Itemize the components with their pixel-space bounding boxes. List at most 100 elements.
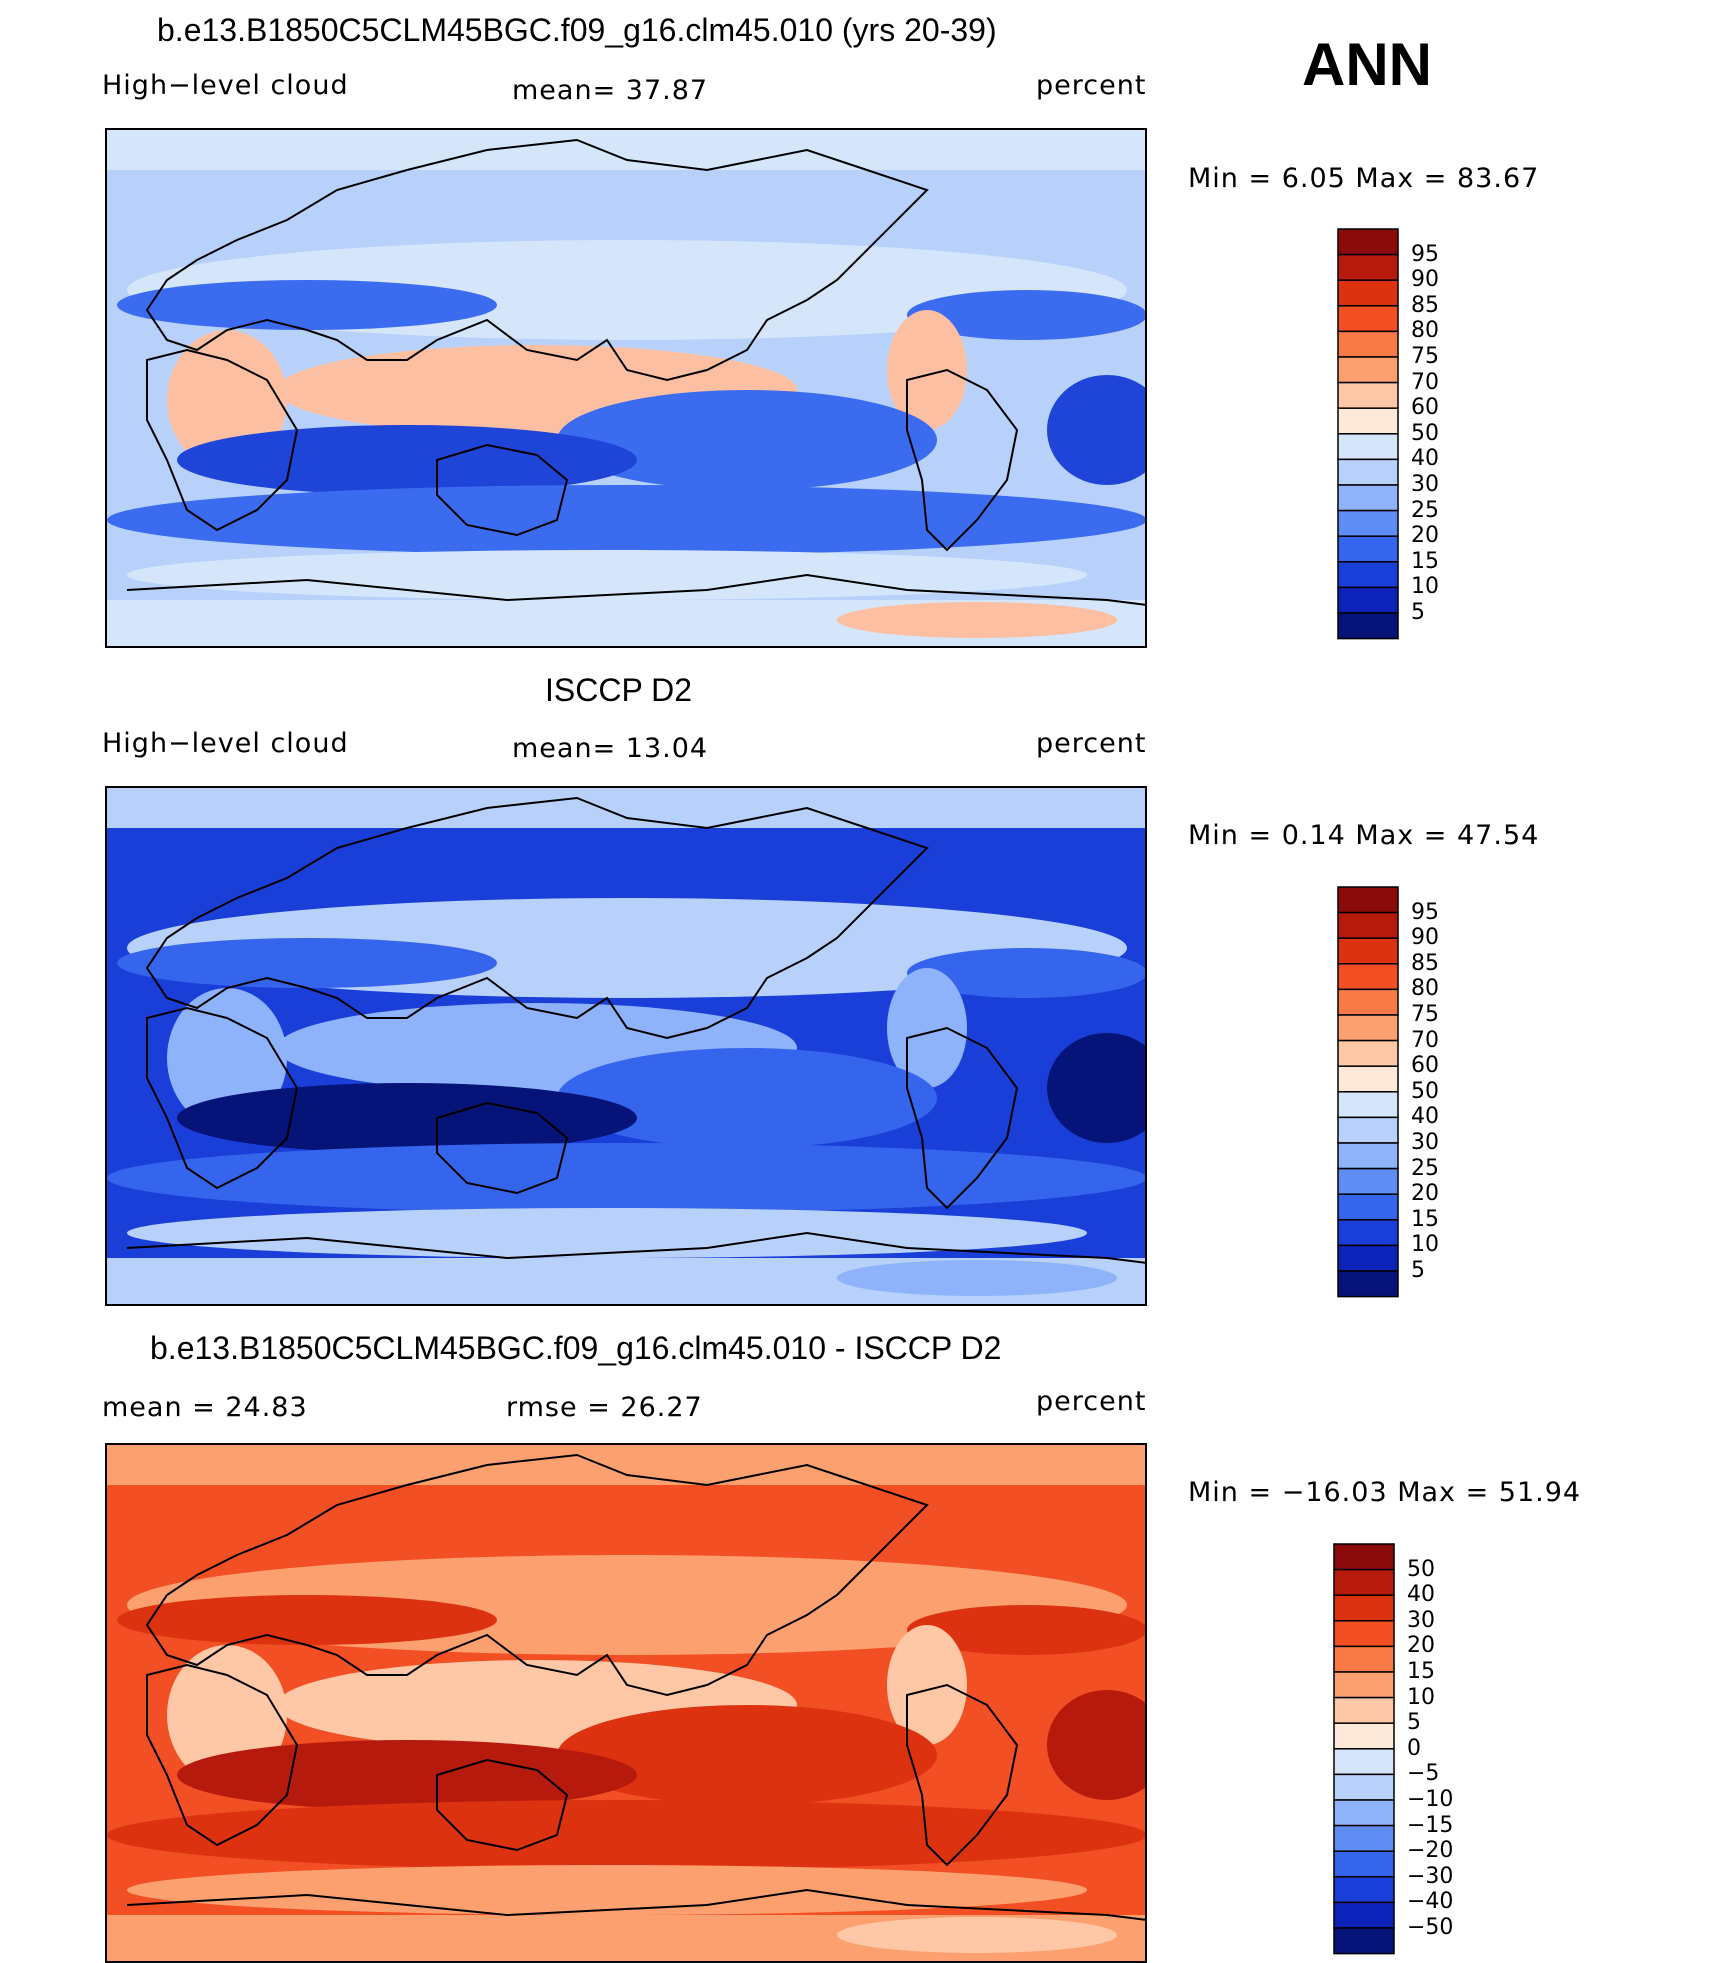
colorbar-tick-label: 40	[1407, 1582, 1435, 1608]
colorbar-swatch	[1333, 1620, 1395, 1648]
colorbar-tick-label: 30	[1411, 472, 1439, 497]
panel-3-rmse-label: rmse = 26.27	[506, 1392, 703, 1423]
field-highlight	[837, 602, 1117, 638]
colorbar-swatch	[1333, 1645, 1395, 1673]
field-band	[117, 280, 497, 330]
colorbar-tick-label: 40	[1411, 1104, 1439, 1130]
colorbar-swatch	[1337, 407, 1399, 435]
colorbar-swatch	[1337, 1039, 1399, 1067]
colorbar-swatch	[1337, 1065, 1399, 1093]
colorbar-swatch	[1337, 1270, 1399, 1298]
colorbar-swatch	[1333, 1696, 1395, 1724]
colorbar-swatch	[1333, 1722, 1395, 1750]
field-band	[107, 1800, 1145, 1870]
colorbar-tick-label: 15	[1407, 1659, 1435, 1684]
colorbar-swatch	[1337, 612, 1399, 640]
field-band	[117, 1595, 497, 1645]
panel-1-map	[105, 128, 1147, 648]
colorbar-swatch	[1333, 1850, 1395, 1878]
colorbar-swatch	[1337, 911, 1399, 939]
colorbar-tick-label: −10	[1407, 1787, 1454, 1812]
field-deep	[1047, 375, 1145, 485]
colorbar-tick-label: 95	[1411, 241, 1439, 267]
colorbar-swatch	[1337, 1193, 1399, 1221]
panel-2-mean-label: mean= 13.04	[512, 733, 709, 764]
colorbar-tick-label: 10	[1411, 574, 1439, 600]
panel-3-title: b.e13.B1850C5CLM45BGC.f09_g16.clm45.010 …	[150, 1330, 1002, 1366]
colorbar-swatch	[1333, 1799, 1395, 1827]
colorbar-swatch	[1337, 1167, 1399, 1195]
colorbar-tick-label: 20	[1411, 1181, 1439, 1207]
colorbar-swatch	[1337, 305, 1399, 333]
field-band	[107, 1445, 1145, 1485]
field-deep	[1047, 1690, 1145, 1800]
field-band	[907, 948, 1145, 998]
colorbar-swatch	[1333, 1773, 1395, 1801]
colorbar-tick-label: −30	[1407, 1863, 1454, 1889]
colorbar-tick-label: −20	[1407, 1838, 1454, 1864]
colorbar-swatch	[1337, 458, 1399, 486]
colorbar-swatch	[1337, 1244, 1399, 1272]
coastline	[436, 1101, 569, 1195]
coastline	[436, 1758, 569, 1852]
panel-1-mean-label: mean= 37.87	[512, 75, 709, 106]
colorbar-swatch	[1337, 356, 1399, 384]
colorbar-tick-label: 85	[1411, 950, 1439, 976]
colorbar-tick-label: 50	[1411, 420, 1439, 446]
colorbar-tick-label: 50	[1411, 1078, 1439, 1104]
panel-3-mean-label: mean = 24.83	[102, 1392, 308, 1423]
colorbar-swatch	[1333, 1568, 1395, 1596]
colorbar-tick-label: 60	[1411, 1053, 1439, 1079]
field-highlight	[837, 1917, 1117, 1953]
colorbar-tick-label: 80	[1411, 976, 1439, 1002]
colorbar-swatch	[1337, 1142, 1399, 1170]
field-band	[107, 485, 1145, 555]
colorbar-tick-label: 0	[1407, 1735, 1421, 1761]
colorbar-swatch	[1337, 279, 1399, 307]
field-band	[127, 1865, 1087, 1915]
colorbar-tick-label: 40	[1411, 446, 1439, 472]
colorbar-tick-label: −15	[1407, 1812, 1454, 1838]
colorbar-tick-label: 60	[1411, 395, 1439, 421]
colorbar-tick-label: 5	[1411, 600, 1425, 625]
panel-1-minmax: Min = 6.05 Max = 83.67	[1188, 163, 1540, 194]
coastline	[906, 1026, 1019, 1210]
season-label: ANN	[1302, 31, 1432, 98]
colorbar-swatch	[1333, 1876, 1395, 1904]
colorbar-tick-label: 5	[1407, 1710, 1421, 1736]
panel-2-minmax: Min = 0.14 Max = 47.54	[1188, 820, 1540, 851]
colorbar-swatch	[1333, 1594, 1395, 1622]
colorbar-swatch	[1337, 228, 1399, 256]
colorbar-swatch	[1333, 1824, 1395, 1852]
colorbar-tick-label: −40	[1407, 1889, 1454, 1915]
colorbar-tick-label: 10	[1407, 1684, 1435, 1710]
colorbar-tick-label: 15	[1411, 1206, 1439, 1232]
colorbar-tick-label: 15	[1411, 548, 1439, 574]
coastline	[906, 1683, 1019, 1867]
coastline	[145, 796, 929, 1040]
field-band	[107, 130, 1145, 170]
panel-3-units-label: percent	[1036, 1386, 1147, 1417]
colorbar-swatch	[1337, 937, 1399, 965]
coastline	[146, 1006, 299, 1190]
field-band	[907, 290, 1145, 340]
field-band	[127, 1208, 1087, 1258]
colorbar-swatch	[1337, 509, 1399, 537]
colorbar-swatch	[1337, 886, 1399, 914]
colorbar-tick-label: 30	[1411, 1130, 1439, 1155]
coastline	[145, 1453, 929, 1697]
colorbar-tick-label: −50	[1407, 1915, 1454, 1940]
panel-2-units-label: percent	[1036, 728, 1147, 759]
field-deep	[177, 1740, 637, 1810]
colorbar-tick-label: 75	[1411, 344, 1439, 369]
colorbar-tick-label: 70	[1411, 369, 1439, 395]
field-highlight	[837, 1260, 1117, 1296]
field-band	[107, 788, 1145, 828]
panel-1-variable-label: High−level cloud	[102, 70, 349, 101]
panel-2-title: ISCCP D2	[545, 672, 693, 708]
colorbar-swatch	[1337, 433, 1399, 461]
colorbar-swatch	[1333, 1901, 1395, 1929]
coastline	[126, 573, 1145, 606]
colorbar-swatch	[1333, 1748, 1395, 1776]
coastline	[126, 1231, 1145, 1264]
